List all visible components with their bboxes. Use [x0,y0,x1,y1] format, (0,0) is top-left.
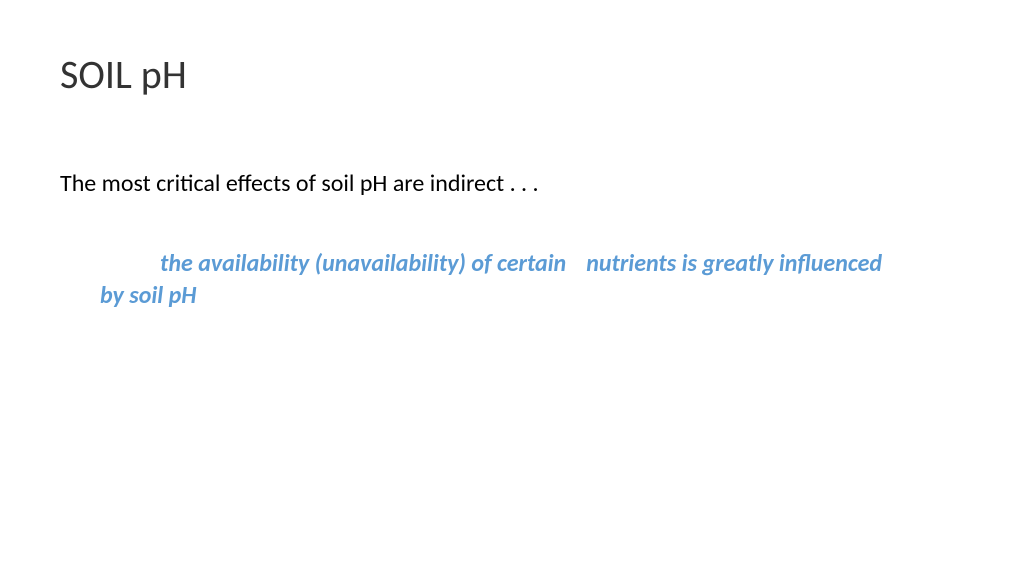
slide-body-text: The most critical effects of soil pH are… [60,169,964,198]
slide-emphasis-text: the availability (unavailability) of cer… [60,248,964,313]
slide-title: SOIL pH [60,50,964,99]
emphasis-part-1: the availability (unavailability) of cer… [160,249,566,278]
